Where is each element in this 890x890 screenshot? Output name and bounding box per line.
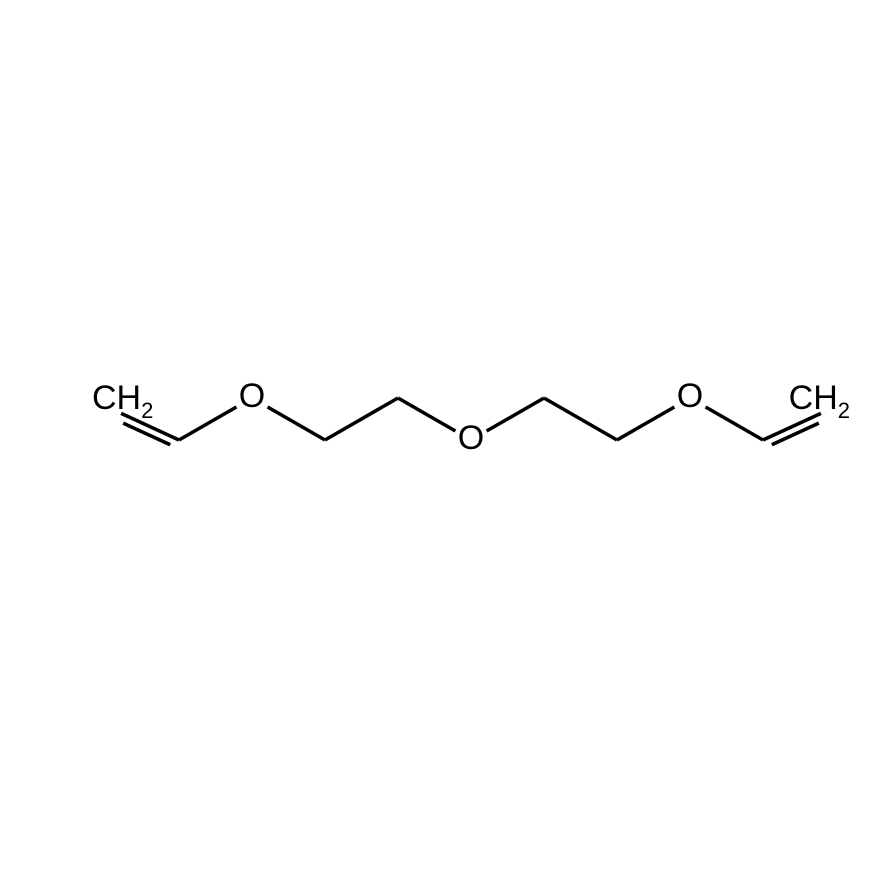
bond-line bbox=[544, 398, 617, 440]
bond-line bbox=[487, 398, 544, 431]
bond-line bbox=[325, 398, 398, 440]
bond-line bbox=[617, 407, 674, 440]
atom-label: CH2 bbox=[789, 379, 850, 423]
chemical-structure-svg: CH2 O O O CH2 bbox=[0, 0, 890, 890]
atom-label: CH2 bbox=[92, 379, 153, 423]
atom-label: O bbox=[239, 377, 265, 415]
bond-line bbox=[398, 398, 455, 431]
bond-line bbox=[179, 407, 236, 440]
bond-line bbox=[706, 407, 763, 440]
atom-label: O bbox=[458, 419, 484, 457]
bond-line bbox=[268, 407, 325, 440]
atom-label: O bbox=[677, 377, 703, 415]
